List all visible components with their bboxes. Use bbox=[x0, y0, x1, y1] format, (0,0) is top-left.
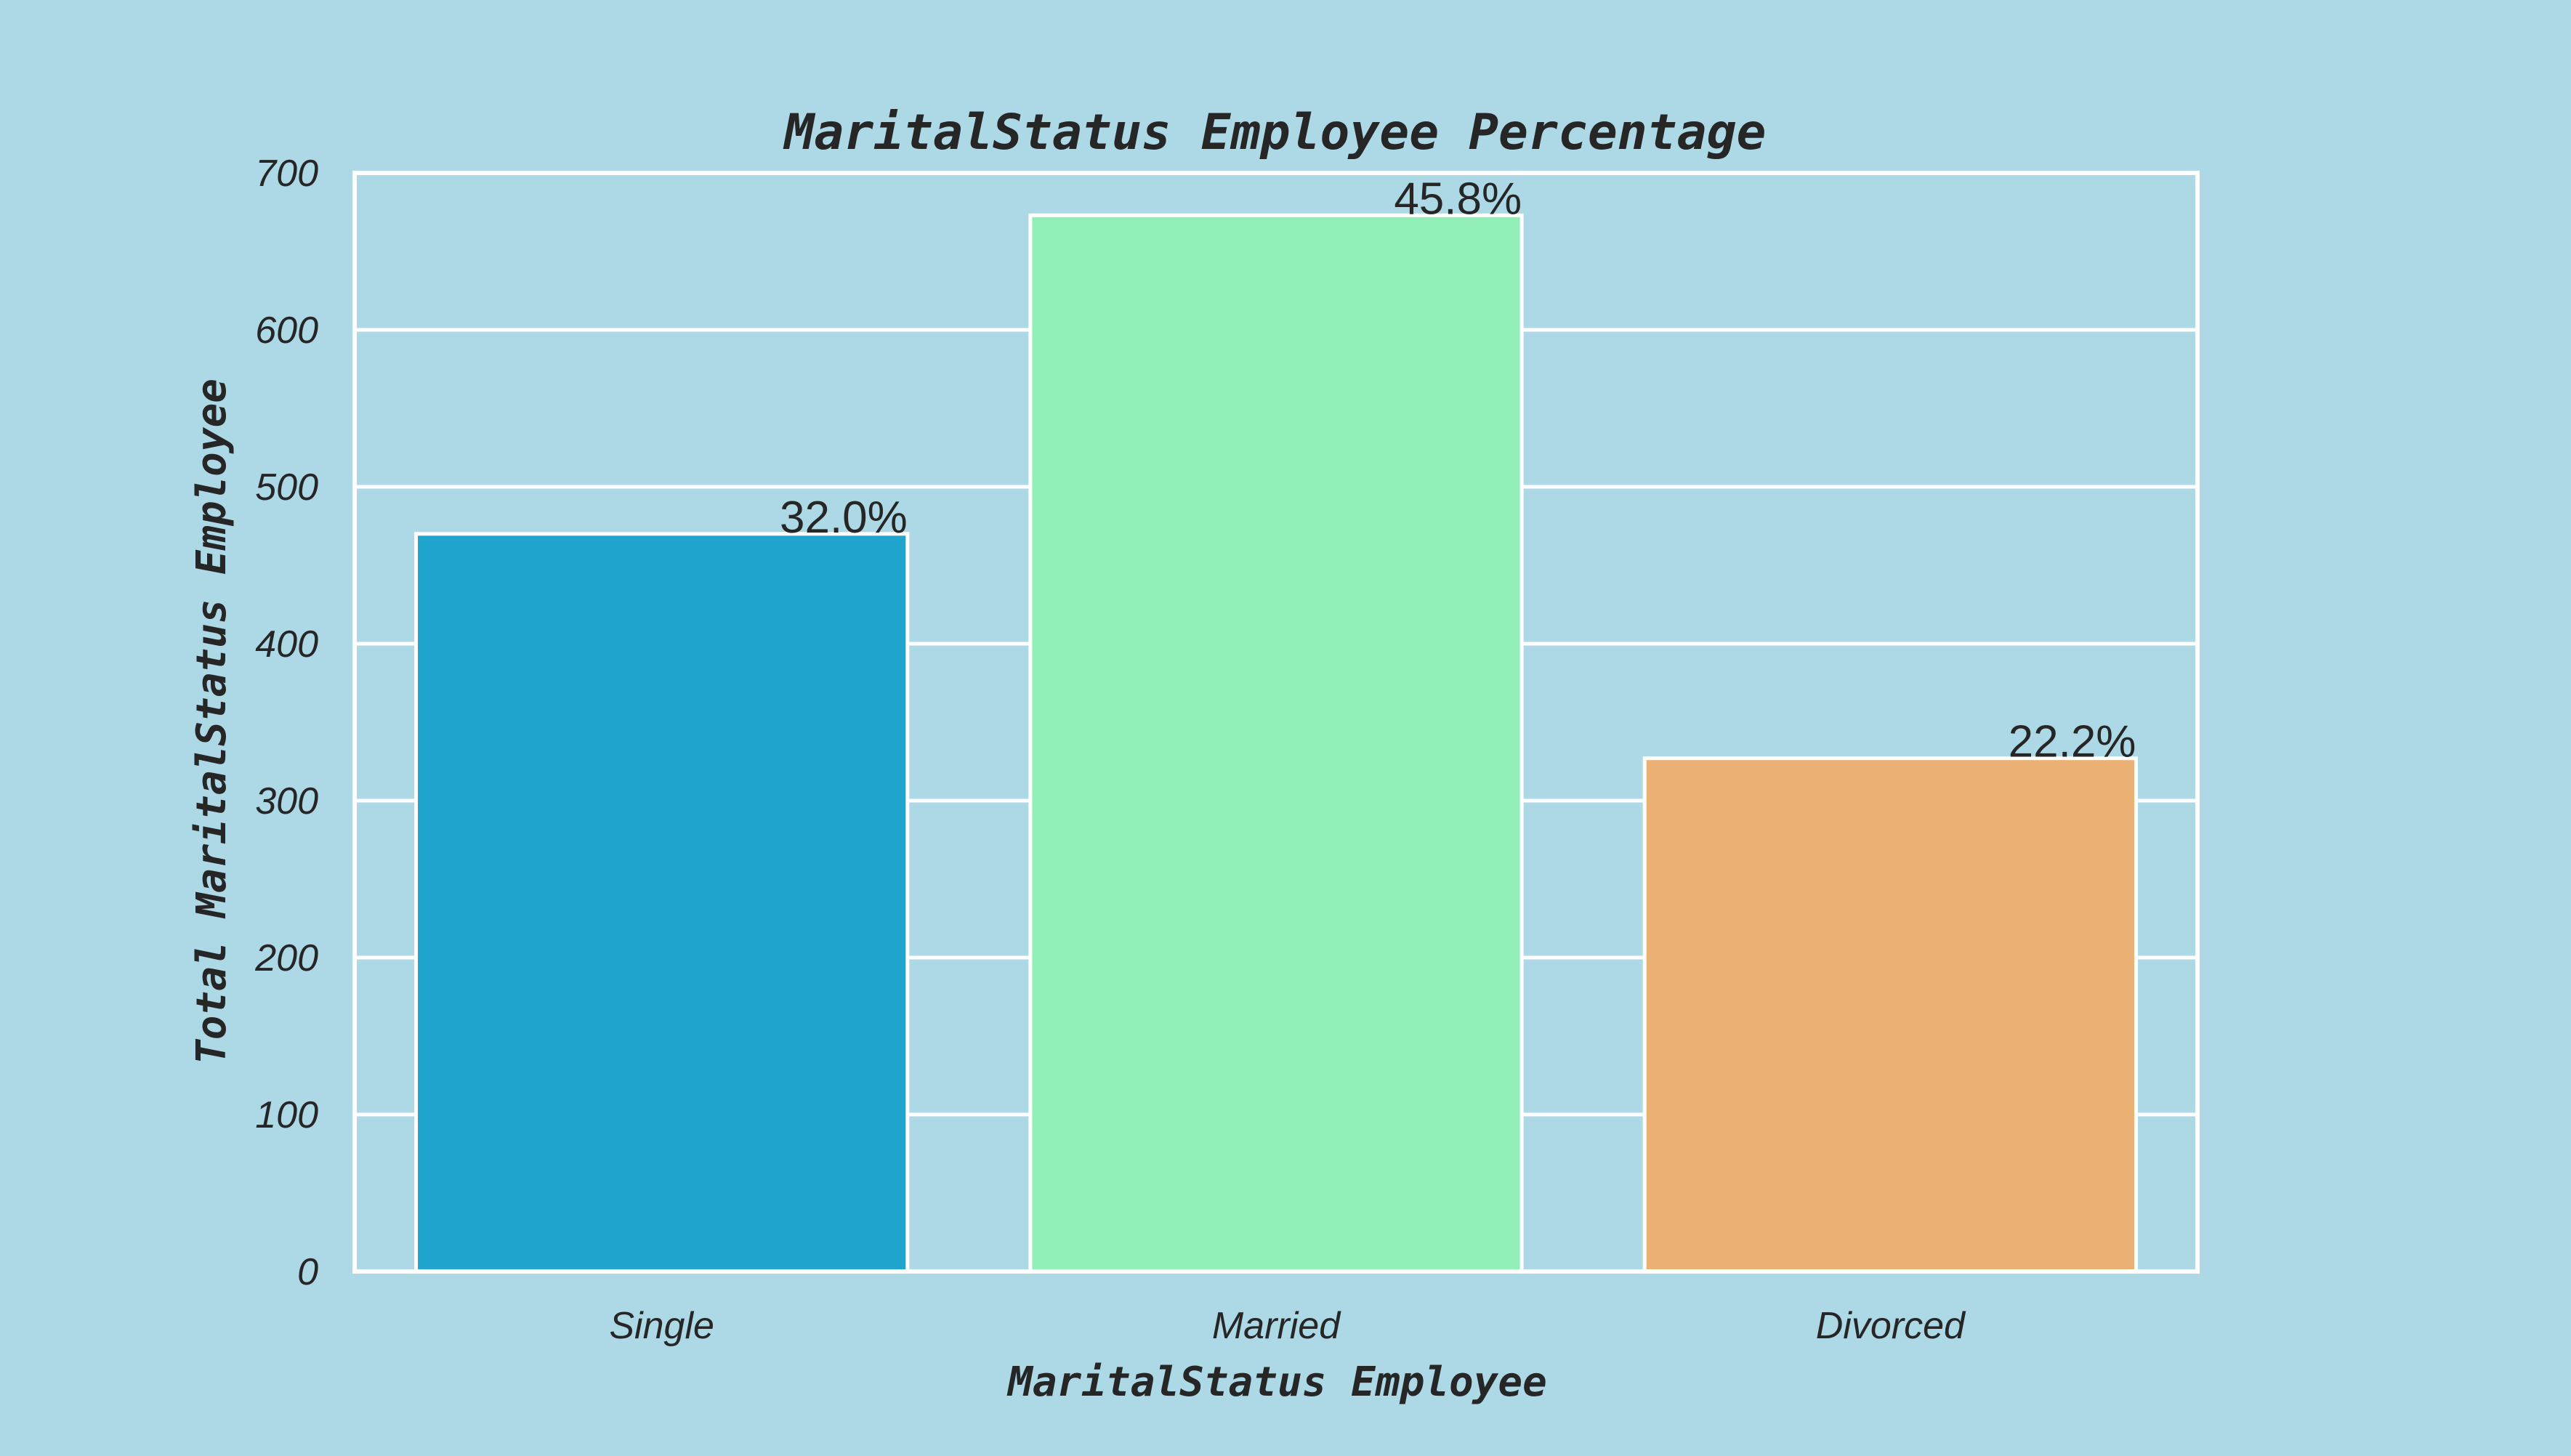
x-tick-label: Divorced bbox=[1816, 1305, 1966, 1347]
data-label: 22.2% bbox=[2009, 717, 2136, 767]
bar-single bbox=[414, 532, 910, 1274]
y-tick-label: 700 bbox=[255, 153, 318, 195]
y-tick-label: 600 bbox=[255, 310, 318, 352]
chart-title: MaritalStatus Employee Percentage bbox=[783, 104, 1766, 161]
data-labels: 32.0% 45.8% 22.2% bbox=[780, 174, 2136, 767]
x-axis-title: MaritalStatus Employee bbox=[1006, 1359, 1547, 1406]
x-axis-ticks: Single Married Divorced bbox=[609, 1305, 1966, 1347]
plot-frame bbox=[352, 171, 2200, 1274]
y-tick-label: 400 bbox=[255, 623, 318, 666]
y-tick-label: 100 bbox=[255, 1094, 318, 1136]
x-tick-label: Married bbox=[1212, 1305, 1341, 1347]
data-label: 45.8% bbox=[1394, 174, 1522, 224]
bars bbox=[414, 213, 2138, 1274]
y-tick-label: 200 bbox=[254, 937, 318, 979]
x-tick-label: Single bbox=[609, 1305, 714, 1347]
bar-divorced bbox=[1642, 756, 2138, 1274]
y-tick-label: 300 bbox=[255, 780, 318, 822]
y-tick-label: 500 bbox=[255, 466, 318, 509]
data-label: 32.0% bbox=[780, 493, 908, 543]
y-axis-title: Total MaritalStatus Employee bbox=[188, 379, 235, 1064]
bar-married bbox=[1028, 213, 1524, 1274]
y-axis-ticks: 0 100 200 300 400 500 600 700 bbox=[254, 153, 318, 1293]
y-tick-label: 0 bbox=[297, 1251, 318, 1293]
